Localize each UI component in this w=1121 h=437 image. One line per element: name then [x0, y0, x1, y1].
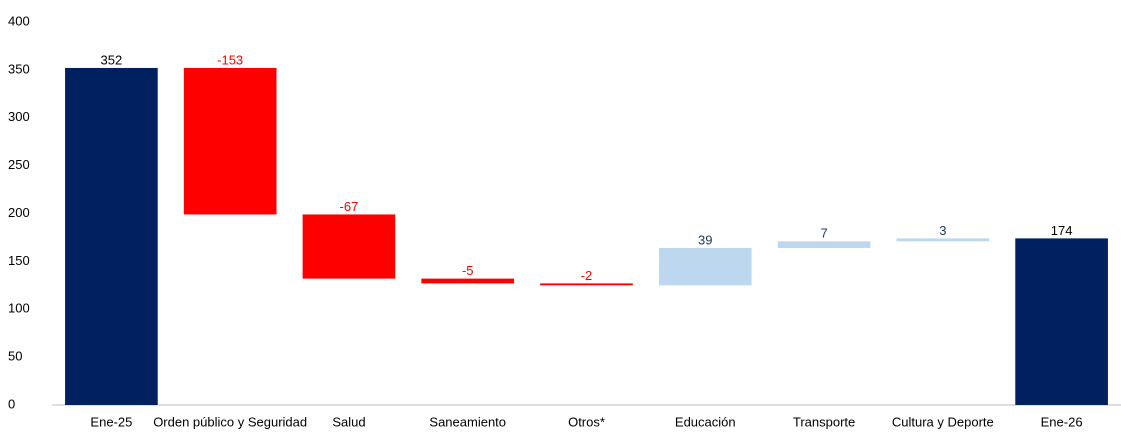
- bar: [65, 67, 158, 406]
- value-label: 3: [939, 223, 946, 238]
- y-tick-label: 400: [8, 13, 30, 28]
- x-tick-label: Cultura y Deporte: [892, 414, 994, 429]
- value-label: -153: [217, 52, 243, 67]
- x-tick-label: Ene-25: [90, 414, 132, 429]
- x-tick-label: Transporte: [793, 414, 855, 429]
- value-label: 352: [101, 52, 123, 67]
- value-label: -2: [581, 268, 593, 283]
- value-label: -5: [462, 263, 474, 278]
- value-label: -67: [340, 199, 359, 214]
- bar: [421, 278, 515, 284]
- bar: [183, 67, 277, 215]
- y-tick-label: 350: [8, 61, 30, 76]
- value-label: 7: [820, 226, 827, 241]
- x-tick-label: Ene-26: [1041, 414, 1083, 429]
- y-tick-label: 100: [8, 301, 30, 316]
- y-tick-label: 300: [8, 109, 30, 124]
- x-tick-label: Educación: [675, 414, 736, 429]
- bar: [540, 283, 633, 286]
- value-label: 39: [698, 232, 712, 247]
- bar: [896, 238, 990, 242]
- y-tick-label: 50: [8, 349, 22, 364]
- y-tick-label: 200: [8, 205, 30, 220]
- y-tick-label: 0: [8, 396, 15, 411]
- bar: [777, 241, 871, 248]
- x-tick-label: Orden público y Seguridad: [153, 414, 307, 429]
- y-tick-label: 150: [8, 253, 30, 268]
- bar: [302, 214, 396, 279]
- y-tick-label: 250: [8, 157, 30, 172]
- x-tick-label: Otros*: [568, 414, 605, 429]
- bar: [658, 247, 752, 286]
- value-label: 174: [1051, 223, 1073, 238]
- bar: [1015, 238, 1108, 405]
- x-tick-label: Saneamiento: [429, 414, 506, 429]
- x-tick-label: Salud: [332, 414, 365, 429]
